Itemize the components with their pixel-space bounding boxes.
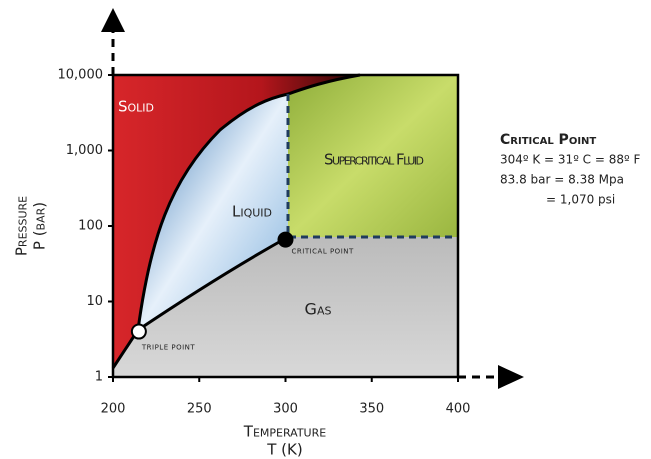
- y-axis-title: Pressure: [13, 196, 31, 256]
- y-arrowhead: [101, 8, 125, 32]
- y-tick-label: 10: [86, 294, 103, 309]
- point-label: Triple Point: [141, 344, 196, 352]
- y-axis-unit: P (bar): [31, 202, 49, 250]
- y-tick-label: 100: [78, 219, 103, 234]
- point-label: Critical Point: [292, 248, 354, 256]
- y-tick-label: 10,000: [58, 68, 104, 83]
- region-label: Liquid: [232, 203, 272, 221]
- x-tick-label: 200: [101, 402, 126, 417]
- note-title: Critical Point: [500, 132, 596, 148]
- page: {"chart_data":{"type":"phase", "xlabel":…: [0, 0, 651, 459]
- note-line: 83.8 bar = 8.38 Mpa: [500, 173, 624, 187]
- region-label: Gas: [305, 300, 332, 319]
- y-tick-label: 1: [95, 370, 103, 385]
- region-label: Supercritical Fluid: [324, 151, 424, 169]
- phase-point: [132, 325, 146, 339]
- x-tick-label: 350: [359, 402, 384, 417]
- x-axis-unit: T (K): [266, 441, 302, 459]
- x-tick-label: 300: [273, 402, 298, 417]
- x-tick-label: 400: [446, 402, 471, 417]
- x-tick-label: 250: [187, 402, 212, 417]
- note-line: = 1,070 psi: [546, 193, 615, 207]
- chart: Solid Liquid Supercritical Fluid Gas Tem…: [0, 0, 651, 459]
- phase-point: [279, 233, 293, 247]
- x-axis-title: Temperature: [243, 423, 326, 441]
- note-line: 304º K = 31º C = 88º F: [500, 153, 640, 167]
- region-label: Solid: [118, 98, 154, 116]
- x-arrowhead: [498, 365, 524, 389]
- y-tick-label: 1,000: [66, 143, 103, 158]
